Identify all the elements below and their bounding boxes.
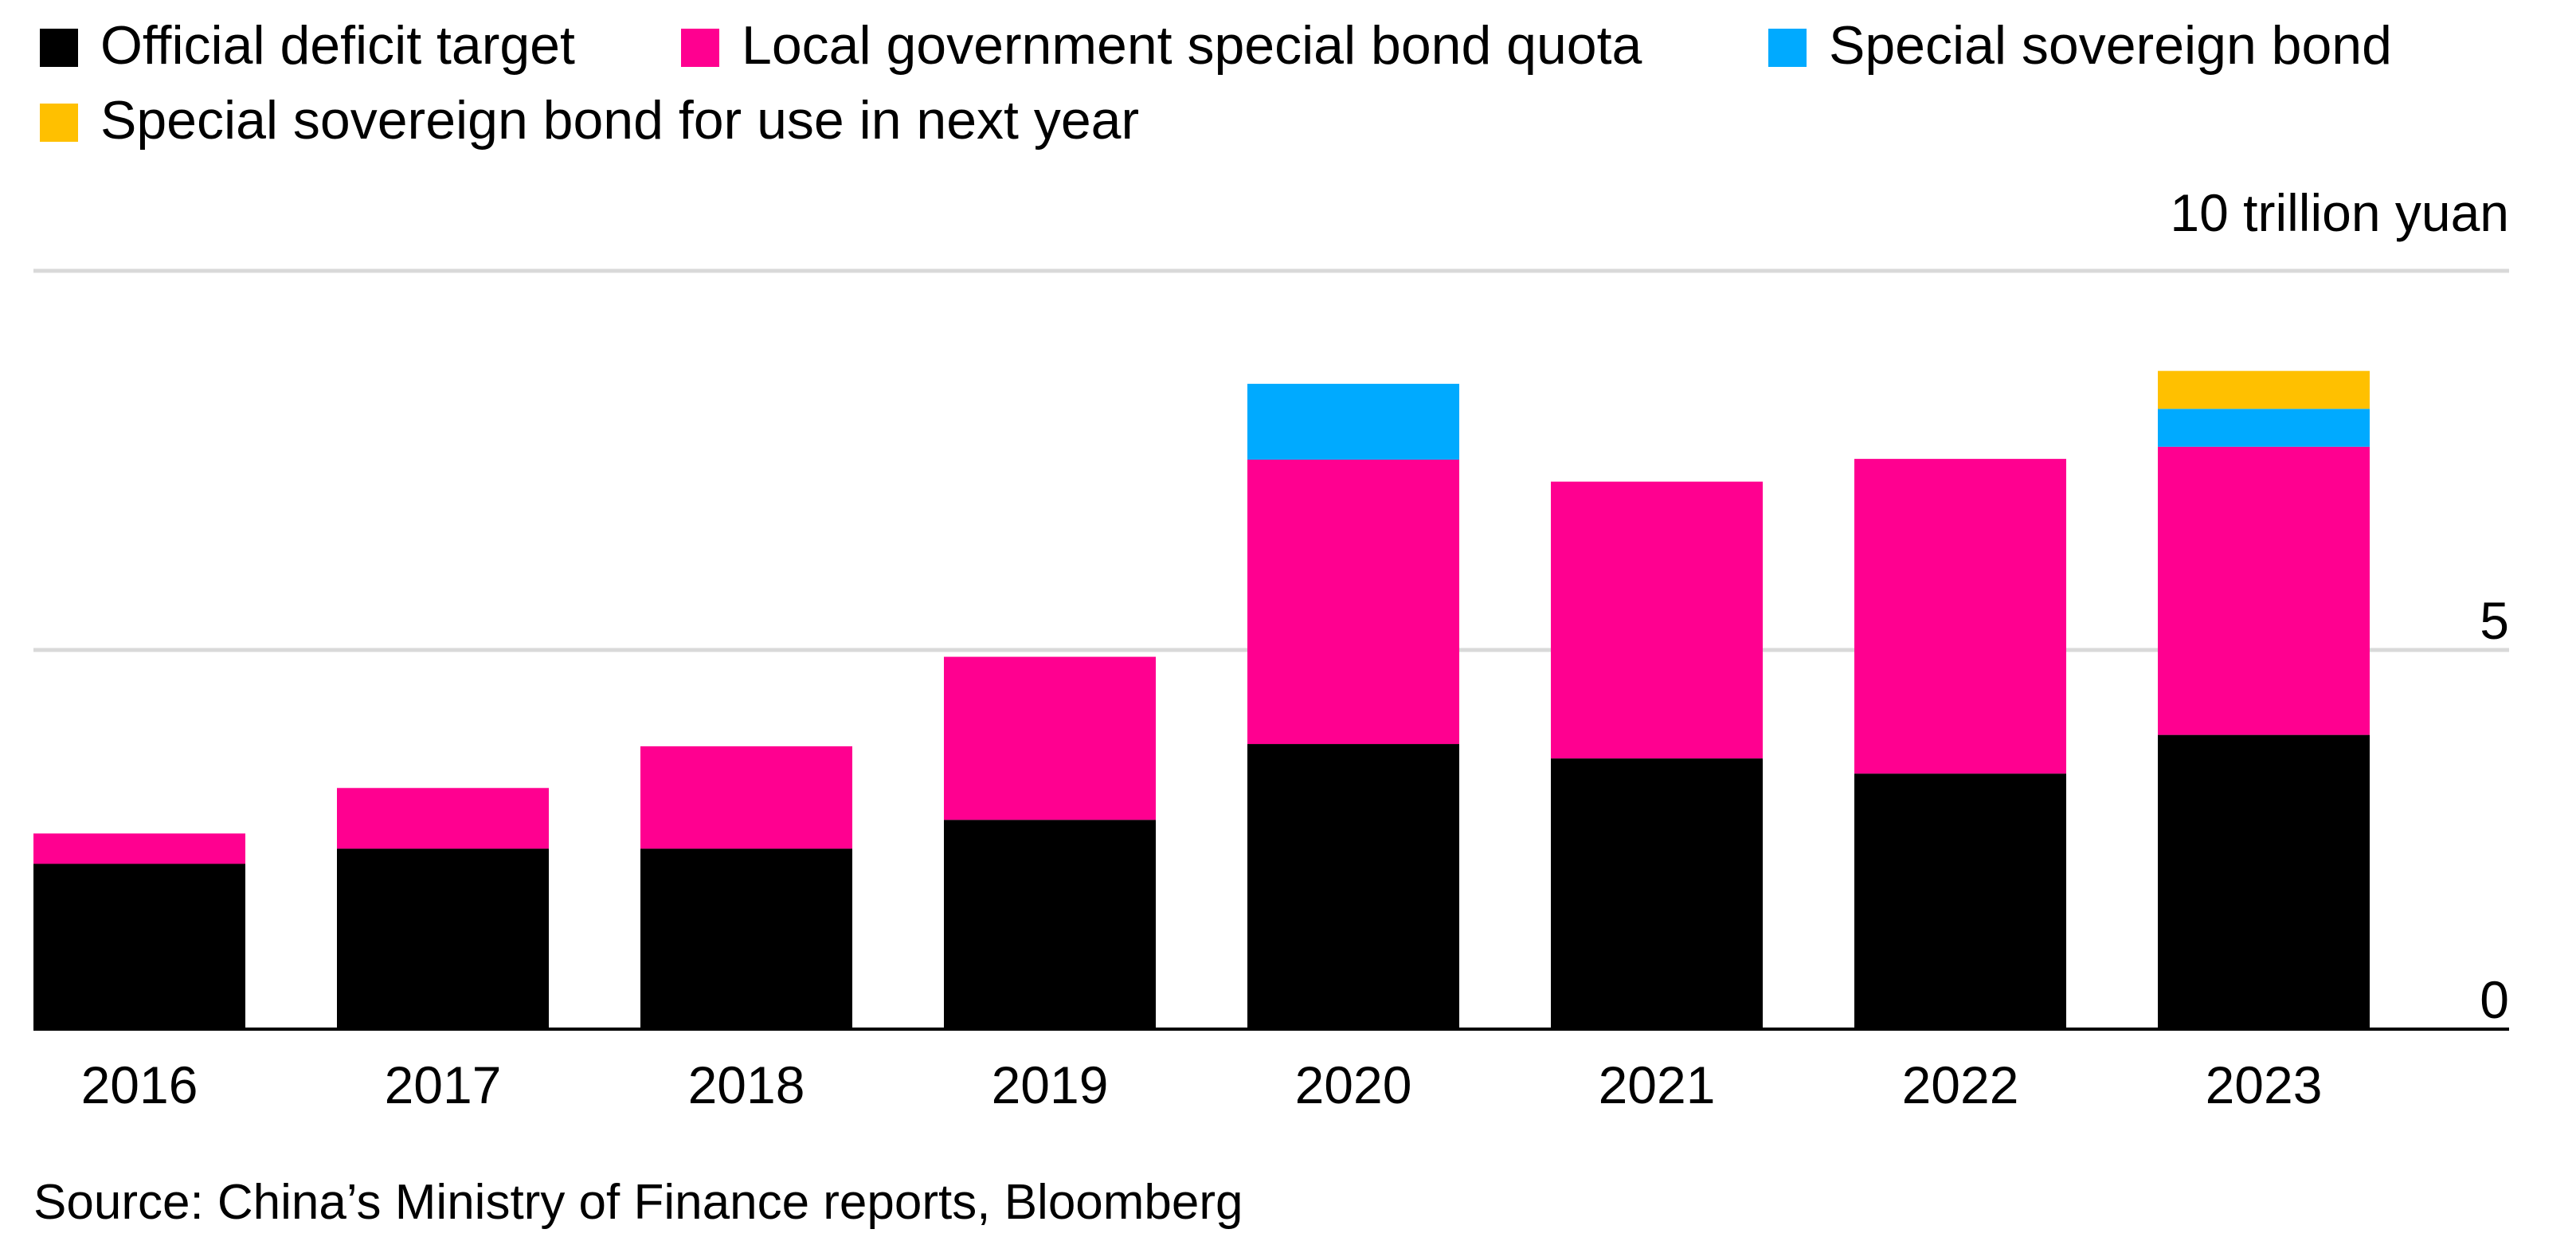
x-tick-label-2020: 2020 (1295, 1055, 1412, 1114)
x-tick-label-2018: 2018 (688, 1055, 805, 1114)
legend-item-official-deficit-target: Official deficit target (40, 15, 575, 76)
chart-legend: Official deficit target Local government … (40, 15, 2392, 151)
bar-2019-official-deficit-target (944, 820, 1156, 1029)
bar-stack-2022 (1854, 459, 2066, 1029)
source-note: Source: China’s Ministry of Finance repo… (33, 1175, 1243, 1230)
y-unit-label: 10 trillion yuan (2170, 183, 2509, 242)
legend-label: Special sovereign bond (1829, 15, 2392, 76)
x-tick-label-2017: 2017 (385, 1055, 502, 1114)
bar-2019-local-government-special-bond-quota (944, 656, 1156, 820)
bar-2017-local-government-special-bond-quota (337, 788, 549, 849)
bar-2020-local-government-special-bond-quota (1247, 460, 1459, 745)
x-tick-label-2023: 2023 (2206, 1055, 2323, 1114)
bar-stack-2019 (944, 656, 1156, 1029)
x-tick-labels: 2016 2017 2018 2019 2020 2021 2022 2023 (81, 1055, 2323, 1114)
bar-2016-local-government-special-bond-quota (33, 833, 245, 864)
bars (33, 370, 2370, 1029)
bar-2022-local-government-special-bond-quota (1854, 459, 2066, 774)
bar-2017-official-deficit-target (337, 848, 549, 1029)
bar-stack-2018 (640, 746, 852, 1029)
y-tick-label-5: 5 (2480, 591, 2509, 650)
legend-swatch (681, 29, 719, 67)
bar-stack-2021 (1551, 481, 1763, 1029)
legend-label: Special sovereign bond for use in next y… (100, 90, 1139, 151)
x-tick-label-2019: 2019 (992, 1055, 1109, 1114)
legend-swatch (1768, 29, 1807, 67)
legend-swatch (40, 29, 78, 67)
x-tick-label-2022: 2022 (1902, 1055, 2019, 1114)
legend-item-special-sovereign-bond: Special sovereign bond (1768, 15, 2392, 76)
bar-2023-special-sovereign-bond-for-use-in-next-year (2158, 370, 2370, 409)
bar-2020-official-deficit-target (1247, 744, 1459, 1029)
legend-item-special-sovereign-bond-for-use-in-next-year: Special sovereign bond for use in next y… (40, 90, 1139, 151)
bar-2016-official-deficit-target (33, 863, 245, 1029)
y-tick-labels: 10 trillion yuan 0 5 (2170, 183, 2509, 1029)
bar-stack-2023 (2158, 370, 2370, 1029)
legend-label: Local government special bond quota (742, 15, 1642, 76)
legend-label: Official deficit target (100, 15, 575, 76)
bar-2021-official-deficit-target (1551, 758, 1763, 1029)
bar-2018-official-deficit-target (640, 848, 852, 1029)
bar-2020-special-sovereign-bond (1247, 383, 1459, 460)
legend-swatch (40, 104, 78, 142)
bar-2018-local-government-special-bond-quota (640, 746, 852, 849)
x-tick-label-2021: 2021 (1599, 1055, 1716, 1114)
bar-stack-2016 (33, 833, 245, 1029)
x-tick-label-2016: 2016 (81, 1055, 198, 1114)
bar-2022-official-deficit-target (1854, 773, 2066, 1029)
y-tick-label-0: 0 (2480, 970, 2509, 1029)
bar-2023-special-sovereign-bond (2158, 409, 2370, 447)
bar-stack-2017 (337, 788, 549, 1029)
bar-2021-local-government-special-bond-quota (1551, 481, 1763, 759)
bar-stack-2020 (1247, 383, 1459, 1029)
bar-2023-local-government-special-bond-quota (2158, 446, 2370, 735)
legend-item-local-government-special-bond-quota: Local government special bond quota (681, 15, 1642, 76)
bar-2023-official-deficit-target (2158, 734, 2370, 1029)
